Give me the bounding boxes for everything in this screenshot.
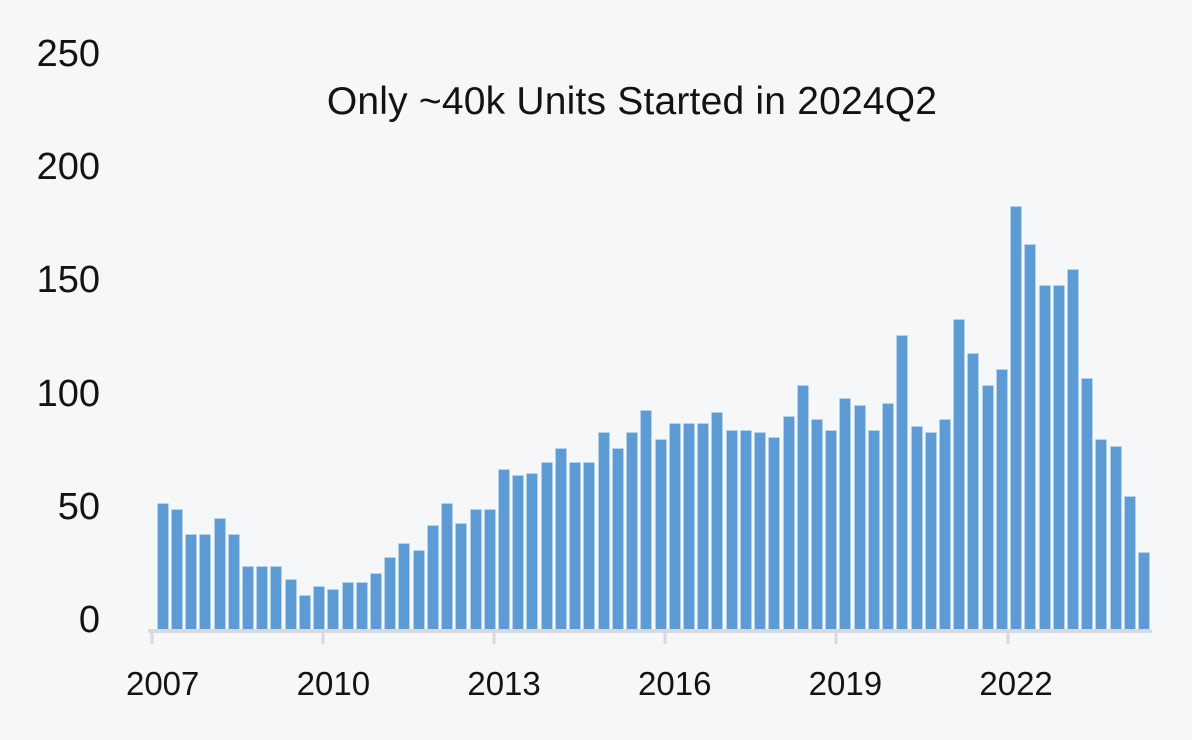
bar-2011Q1 (384, 556, 397, 630)
bar-2019Q1 (839, 398, 852, 630)
bar-2021Q4 (995, 368, 1008, 630)
bar-2014Q3 (583, 461, 596, 630)
bar-2010Q1 (327, 588, 340, 630)
bar-2015Q4 (654, 439, 667, 630)
bar-2010Q4 (370, 572, 383, 630)
bar-2022Q2 (1024, 244, 1037, 630)
bar-2016Q4 (711, 411, 724, 630)
bar-2022Q1 (1010, 205, 1023, 630)
bar-2020Q4 (938, 418, 951, 630)
bar-2020Q1 (896, 334, 909, 630)
y-tick-label-0: 0 (78, 599, 100, 641)
bar-2020Q3 (924, 432, 937, 630)
bar-2014Q4 (597, 432, 610, 630)
bar-2019Q3 (867, 430, 880, 630)
x-axis-line (148, 629, 1152, 633)
bar-2022Q3 (1038, 285, 1051, 630)
bar-2008Q3 (242, 565, 255, 630)
bar-2009Q2 (284, 579, 297, 630)
bar-2014Q2 (569, 461, 582, 630)
bar-2015Q1 (611, 448, 624, 630)
bar-2012Q1 (441, 502, 454, 630)
bar-2013Q4 (540, 461, 553, 630)
y-tick-label-100: 100 (36, 372, 100, 415)
x-tick-label-2013: 2013 (467, 665, 541, 702)
bar-2008Q4 (256, 565, 269, 630)
bar-2017Q2 (739, 430, 752, 630)
y-tick-label-200: 200 (36, 146, 100, 189)
bar-2010Q2 (341, 581, 354, 630)
bar-2015Q2 (626, 432, 639, 630)
bar-2023Q4 (1109, 445, 1122, 630)
bar-2013Q3 (526, 473, 539, 630)
bar-2014Q1 (554, 448, 567, 630)
bar-2009Q1 (270, 565, 283, 630)
bar-2009Q3 (298, 595, 311, 630)
bar-2007Q1 (156, 502, 169, 630)
bar-2009Q4 (313, 586, 326, 630)
x-tick-mark-2016 (663, 631, 667, 644)
y-tick-label-250: 250 (36, 32, 100, 75)
x-tick-mark-2010 (321, 631, 325, 644)
bar-2023Q2 (1081, 377, 1094, 630)
x-tick-label-2016: 2016 (638, 665, 712, 702)
bar-2017Q3 (754, 432, 767, 630)
bar-2012Q4 (483, 509, 496, 630)
bar-2018Q3 (810, 418, 823, 630)
bar-2022Q4 (1052, 285, 1065, 630)
x-tick-mark-2013 (492, 631, 496, 644)
bar-2021Q1 (953, 319, 966, 630)
bar-2024Q2 (1138, 552, 1151, 630)
bar-2024Q1 (1123, 495, 1136, 630)
bar-2020Q2 (910, 425, 923, 630)
bar-2023Q1 (1066, 269, 1079, 630)
bar-2013Q2 (512, 475, 525, 630)
x-tick-mark-2022 (1006, 631, 1009, 644)
bar-2016Q1 (668, 423, 681, 630)
bar-2016Q3 (697, 423, 710, 630)
x-tick-mark-2019 (834, 631, 838, 644)
bar-2010Q3 (355, 581, 368, 630)
bar-2021Q3 (981, 384, 994, 630)
bar-2008Q1 (213, 518, 226, 630)
bar-2021Q2 (967, 353, 980, 630)
bar-2012Q3 (469, 509, 482, 630)
x-tick-label-2007: 2007 (125, 665, 200, 702)
y-tick-label-150: 150 (36, 259, 100, 302)
bar-2016Q2 (682, 423, 695, 630)
bar-2011Q2 (398, 543, 411, 630)
bar-2019Q4 (882, 402, 895, 630)
bar-2012Q2 (455, 522, 468, 630)
bar-2015Q3 (640, 409, 653, 630)
chart-title: Only ~40k Units Started in 2024Q2 (326, 80, 938, 123)
bar-2018Q1 (782, 416, 795, 630)
bar-2018Q2 (796, 384, 809, 630)
bar-2007Q4 (199, 534, 212, 630)
bar-2013Q1 (498, 468, 511, 630)
y-tick-label-50: 50 (57, 485, 100, 528)
bar-2017Q4 (768, 436, 781, 630)
bar-2008Q2 (227, 534, 240, 630)
x-tick-label-2022: 2022 (979, 665, 1053, 702)
bar-2023Q3 (1095, 439, 1108, 630)
bar-2007Q3 (185, 534, 198, 630)
bar-2019Q2 (853, 405, 866, 630)
x-tick-label-2019: 2019 (808, 665, 883, 702)
bar-2007Q2 (170, 509, 183, 630)
bar-2018Q4 (825, 430, 838, 630)
x-tick-label-2010: 2010 (296, 665, 371, 702)
bar-2017Q1 (725, 430, 738, 630)
x-tick-mark-2007 (150, 631, 154, 644)
bar-2011Q4 (426, 525, 439, 630)
bar-2011Q3 (412, 550, 425, 630)
